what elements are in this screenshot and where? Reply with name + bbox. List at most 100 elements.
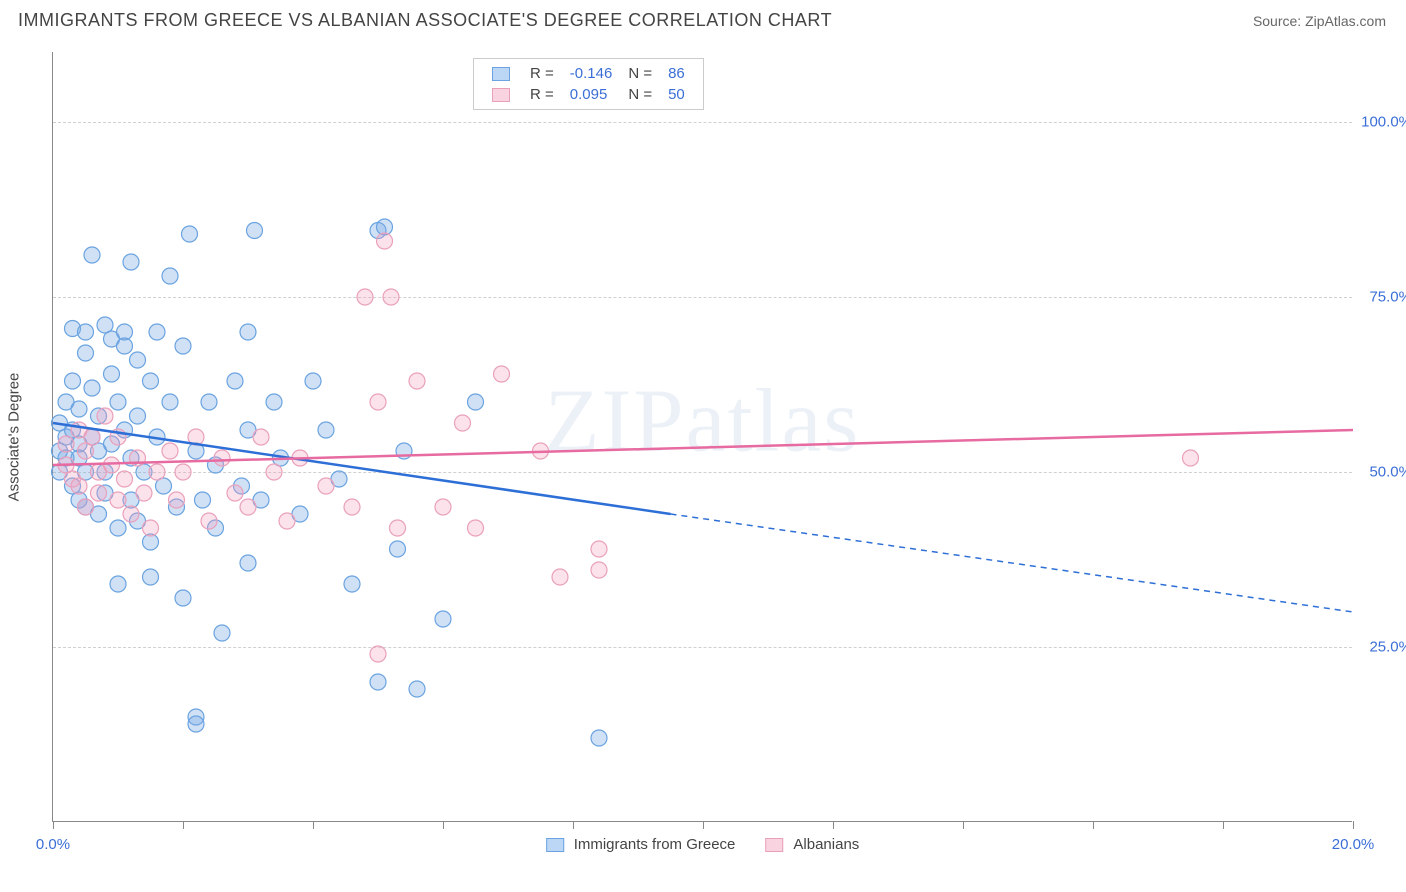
n-value-greece: 86 — [660, 63, 693, 84]
data-point-albanians — [435, 499, 451, 515]
data-point-greece — [110, 576, 126, 592]
data-point-albanians — [162, 443, 178, 459]
x-tick-label: 20.0% — [1332, 836, 1375, 853]
data-point-greece — [390, 541, 406, 557]
legend-label-greece: Immigrants from Greece — [574, 836, 736, 853]
data-point-greece — [78, 324, 94, 340]
data-point-greece — [65, 373, 81, 389]
data-point-albanians — [97, 408, 113, 424]
data-point-greece — [240, 324, 256, 340]
data-point-albanians — [253, 429, 269, 445]
data-point-albanians — [468, 520, 484, 536]
source-label: Source: ZipAtlas.com — [1253, 13, 1386, 29]
legend-series: Immigrants from Greece Albanians — [546, 836, 860, 853]
data-point-albanians — [201, 513, 217, 529]
x-tick — [183, 821, 184, 829]
y-tick-label: 25.0% — [1357, 639, 1406, 656]
legend-stats: R = -0.146 N = 86 R = 0.095 N = 50 — [473, 58, 704, 110]
data-point-albanians — [344, 499, 360, 515]
x-tick — [1093, 821, 1094, 829]
data-point-greece — [175, 338, 191, 354]
data-point-greece — [130, 408, 146, 424]
data-point-greece — [143, 373, 159, 389]
swatch-albanians — [492, 88, 510, 102]
data-point-albanians — [149, 464, 165, 480]
data-point-albanians — [1183, 450, 1199, 466]
data-point-albanians — [214, 450, 230, 466]
x-tick — [573, 821, 574, 829]
legend-row-greece: R = -0.146 N = 86 — [484, 63, 693, 84]
data-point-greece — [201, 394, 217, 410]
chart-area: ZIPatlas 25.0%50.0%75.0%100.0% R = -0.14… — [52, 52, 1352, 822]
data-point-albanians — [552, 569, 568, 585]
data-point-greece — [370, 674, 386, 690]
data-point-greece — [78, 345, 94, 361]
swatch-greece-icon — [546, 838, 564, 852]
legend-item-greece: Immigrants from Greece — [546, 836, 736, 853]
data-point-greece — [84, 247, 100, 263]
r-value-greece: -0.146 — [562, 63, 621, 84]
data-point-albanians — [91, 485, 107, 501]
data-point-greece — [240, 555, 256, 571]
legend-label-albanians: Albanians — [793, 836, 859, 853]
data-point-albanians — [279, 513, 295, 529]
data-point-albanians — [591, 562, 607, 578]
x-tick — [833, 821, 834, 829]
y-axis-label: Associate's Degree — [6, 373, 23, 502]
data-point-albanians — [78, 499, 94, 515]
data-point-albanians — [123, 506, 139, 522]
data-point-greece — [188, 716, 204, 732]
x-tick — [1223, 821, 1224, 829]
data-point-albanians — [409, 373, 425, 389]
x-tick — [963, 821, 964, 829]
data-point-greece — [175, 590, 191, 606]
data-point-greece — [110, 520, 126, 536]
data-point-greece — [123, 254, 139, 270]
data-point-albanians — [110, 492, 126, 508]
trend-line-dashed-greece — [671, 514, 1354, 612]
chart-title: IMMIGRANTS FROM GREECE VS ALBANIAN ASSOC… — [18, 10, 832, 31]
data-point-greece — [214, 625, 230, 641]
data-point-albanians — [227, 485, 243, 501]
data-point-greece — [318, 422, 334, 438]
data-point-albanians — [143, 520, 159, 536]
data-point-greece — [162, 268, 178, 284]
data-point-greece — [117, 338, 133, 354]
data-point-albanians — [175, 464, 191, 480]
x-tick — [443, 821, 444, 829]
data-point-greece — [227, 373, 243, 389]
data-point-greece — [195, 492, 211, 508]
data-point-albanians — [390, 520, 406, 536]
y-tick-label: 75.0% — [1357, 289, 1406, 306]
data-point-albanians — [455, 415, 471, 431]
data-point-greece — [182, 226, 198, 242]
data-point-greece — [130, 352, 146, 368]
y-tick-label: 100.0% — [1357, 114, 1406, 131]
y-tick-label: 50.0% — [1357, 464, 1406, 481]
n-value-albanians: 50 — [660, 84, 693, 105]
data-point-albanians — [71, 478, 87, 494]
x-tick — [53, 821, 54, 829]
x-tick-label: 0.0% — [36, 836, 70, 853]
data-point-albanians — [370, 646, 386, 662]
data-point-greece — [591, 730, 607, 746]
data-point-albanians — [383, 289, 399, 305]
data-point-greece — [344, 576, 360, 592]
data-point-albanians — [117, 471, 133, 487]
data-point-greece — [266, 394, 282, 410]
data-point-albanians — [136, 485, 152, 501]
data-point-albanians — [58, 436, 74, 452]
legend-item-albanians: Albanians — [765, 836, 859, 853]
data-point-greece — [305, 373, 321, 389]
x-tick — [1353, 821, 1354, 829]
data-point-albanians — [370, 394, 386, 410]
data-point-greece — [162, 394, 178, 410]
data-point-greece — [435, 611, 451, 627]
data-point-greece — [149, 324, 165, 340]
data-point-greece — [110, 394, 126, 410]
data-point-greece — [247, 223, 263, 239]
r-value-albanians: 0.095 — [562, 84, 621, 105]
data-point-albanians — [377, 233, 393, 249]
swatch-greece — [492, 67, 510, 81]
data-point-greece — [84, 380, 100, 396]
